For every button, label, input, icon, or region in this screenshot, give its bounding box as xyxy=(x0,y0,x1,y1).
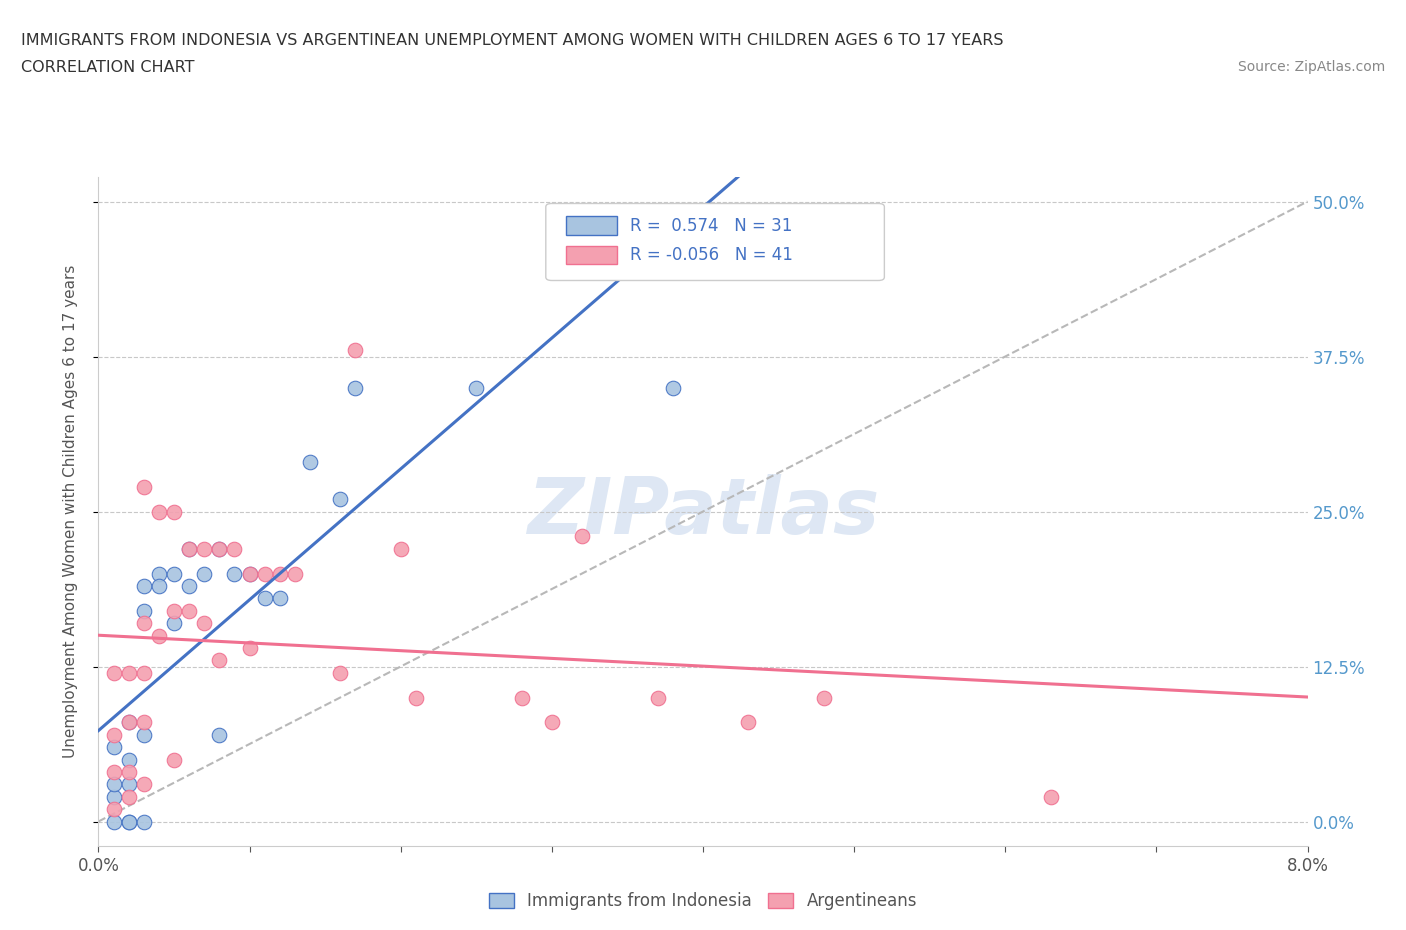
Point xyxy=(813,690,835,705)
Point xyxy=(118,665,141,680)
Point xyxy=(253,591,276,605)
Y-axis label: Unemployment Among Women with Children Ages 6 to 17 years: Unemployment Among Women with Children A… xyxy=(63,265,77,758)
Point xyxy=(465,380,488,395)
Point xyxy=(148,504,170,519)
Point xyxy=(193,541,215,556)
Text: CORRELATION CHART: CORRELATION CHART xyxy=(21,60,194,75)
Point xyxy=(344,343,367,358)
Point xyxy=(239,641,262,656)
Point xyxy=(148,628,170,643)
Point xyxy=(662,380,685,395)
Point xyxy=(389,541,412,556)
Point xyxy=(103,802,125,817)
Point xyxy=(118,715,141,730)
Point xyxy=(163,504,186,519)
Point xyxy=(103,790,125,804)
Point xyxy=(224,566,246,581)
Point xyxy=(118,752,141,767)
Point xyxy=(103,739,125,754)
Point xyxy=(103,727,125,742)
Point xyxy=(269,591,291,605)
Point xyxy=(179,604,201,618)
Point xyxy=(208,727,231,742)
Point xyxy=(224,541,246,556)
Point xyxy=(103,814,125,829)
Point xyxy=(510,690,533,705)
Text: ZIPatlas: ZIPatlas xyxy=(527,473,879,550)
Point xyxy=(163,604,186,618)
Point xyxy=(163,616,186,631)
Point xyxy=(163,752,186,767)
Point xyxy=(208,541,231,556)
Point xyxy=(118,777,141,791)
Legend: Immigrants from Indonesia, Argentineans: Immigrants from Indonesia, Argentineans xyxy=(481,884,925,918)
Point xyxy=(1039,790,1062,804)
Point xyxy=(132,604,155,618)
Point xyxy=(239,566,262,581)
Point xyxy=(239,566,262,581)
Point xyxy=(132,479,155,494)
Point xyxy=(179,541,201,556)
Text: R = -0.056   N = 41: R = -0.056 N = 41 xyxy=(630,246,793,264)
Point xyxy=(193,616,215,631)
Point xyxy=(132,777,155,791)
Point xyxy=(179,578,201,593)
Point xyxy=(118,814,141,829)
Point xyxy=(118,814,141,829)
Point xyxy=(118,764,141,779)
Point xyxy=(148,566,170,581)
Text: R =  0.574   N = 31: R = 0.574 N = 31 xyxy=(630,217,793,234)
Point xyxy=(118,715,141,730)
FancyBboxPatch shape xyxy=(567,216,617,235)
Point xyxy=(405,690,427,705)
Text: Source: ZipAtlas.com: Source: ZipAtlas.com xyxy=(1237,60,1385,74)
Point xyxy=(541,715,564,730)
Point xyxy=(208,541,231,556)
Point xyxy=(737,715,759,730)
FancyBboxPatch shape xyxy=(567,246,617,264)
Point xyxy=(647,690,669,705)
Point xyxy=(132,715,155,730)
Point xyxy=(571,529,593,544)
Text: IMMIGRANTS FROM INDONESIA VS ARGENTINEAN UNEMPLOYMENT AMONG WOMEN WITH CHILDREN : IMMIGRANTS FROM INDONESIA VS ARGENTINEAN… xyxy=(21,33,1004,47)
Point xyxy=(132,727,155,742)
Point xyxy=(344,380,367,395)
Point xyxy=(103,764,125,779)
Point xyxy=(329,665,352,680)
Point xyxy=(163,566,186,581)
Point xyxy=(299,455,322,470)
Point xyxy=(179,541,201,556)
Point xyxy=(253,566,276,581)
Point xyxy=(132,616,155,631)
Point xyxy=(103,665,125,680)
Point xyxy=(118,790,141,804)
Point xyxy=(132,665,155,680)
Point xyxy=(148,578,170,593)
Point xyxy=(269,566,291,581)
Point xyxy=(208,653,231,668)
Point xyxy=(132,578,155,593)
Point xyxy=(132,814,155,829)
Point xyxy=(103,777,125,791)
Point xyxy=(284,566,307,581)
Point xyxy=(329,492,352,507)
FancyBboxPatch shape xyxy=(546,204,884,281)
Point xyxy=(193,566,215,581)
